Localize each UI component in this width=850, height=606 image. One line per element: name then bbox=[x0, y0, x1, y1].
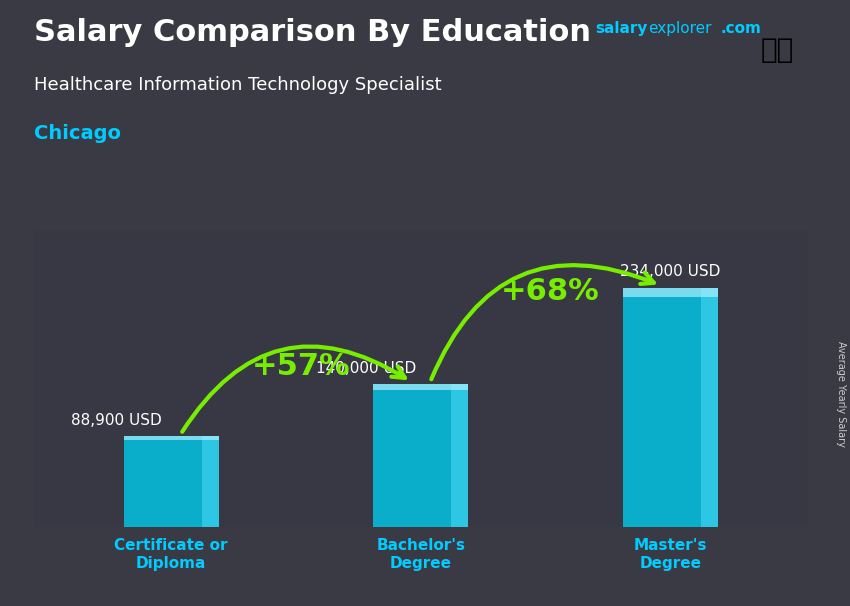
Bar bbox=[124, 436, 218, 440]
Text: .com: .com bbox=[721, 21, 762, 36]
Text: 234,000 USD: 234,000 USD bbox=[620, 264, 721, 279]
Bar bbox=[623, 288, 717, 297]
Text: Average Yearly Salary: Average Yearly Salary bbox=[836, 341, 846, 447]
Text: +68%: +68% bbox=[502, 277, 600, 306]
Bar bbox=[201, 436, 218, 527]
Bar bbox=[623, 288, 717, 527]
Text: explorer: explorer bbox=[648, 21, 711, 36]
Bar bbox=[373, 384, 468, 527]
Text: Chicago: Chicago bbox=[34, 124, 121, 143]
Bar bbox=[451, 384, 468, 527]
Bar bbox=[700, 288, 717, 527]
Text: 140,000 USD: 140,000 USD bbox=[315, 361, 416, 376]
Text: Salary Comparison By Education: Salary Comparison By Education bbox=[34, 18, 591, 47]
Text: +57%: +57% bbox=[252, 352, 350, 381]
Text: salary: salary bbox=[595, 21, 648, 36]
Bar bbox=[124, 436, 218, 527]
Text: Healthcare Information Technology Specialist: Healthcare Information Technology Specia… bbox=[34, 76, 442, 94]
Bar bbox=[373, 384, 468, 390]
Text: 🇺🇸: 🇺🇸 bbox=[761, 36, 794, 64]
Text: 88,900 USD: 88,900 USD bbox=[71, 413, 162, 428]
